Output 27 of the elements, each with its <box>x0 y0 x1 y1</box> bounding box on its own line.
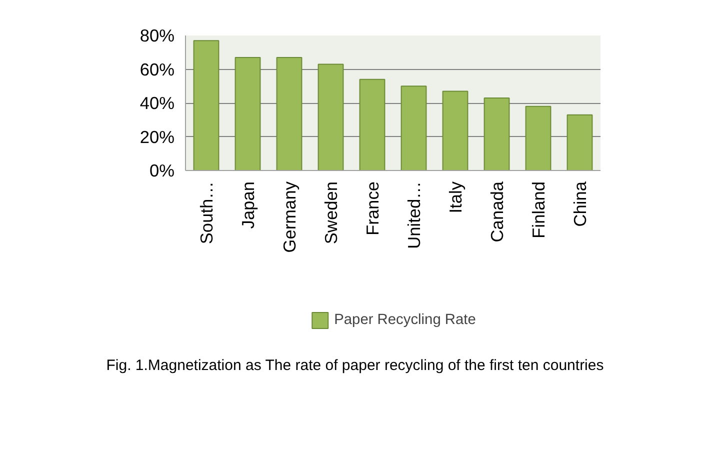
y-tick-label: 40% <box>140 93 175 113</box>
x-tick-label: Canada <box>486 181 507 242</box>
bar <box>566 114 593 170</box>
y-tick-label: 80% <box>140 26 175 46</box>
bar <box>484 97 510 170</box>
x-tick-label: Germany <box>279 181 300 253</box>
bar <box>525 106 552 170</box>
x-tick-label: United… <box>404 181 424 249</box>
x-tick-label: South… <box>196 181 216 244</box>
x-tick-label: Japan <box>238 181 258 229</box>
caption: Fig. 1.Magnetization as The rate of paper recycling of the first ten countries <box>105 356 605 376</box>
bar <box>400 86 427 170</box>
x-tick-label: Finland <box>528 181 548 238</box>
y-tick-label: 0% <box>149 160 174 180</box>
x-tick-label: France <box>362 181 382 236</box>
bar <box>318 64 344 170</box>
x-tick-label: China <box>570 181 590 227</box>
bar <box>359 78 386 170</box>
bar <box>276 56 302 170</box>
bar <box>193 40 220 170</box>
bar <box>442 90 468 170</box>
y-tick-label: 20% <box>140 126 175 147</box>
x-tick-label: Italy <box>445 181 466 214</box>
bar <box>234 56 261 170</box>
legend-label: Paper Recycling Rate <box>334 312 476 328</box>
y-tick-label: 60% <box>140 59 175 80</box>
x-tick-label: Sweden <box>320 181 341 244</box>
